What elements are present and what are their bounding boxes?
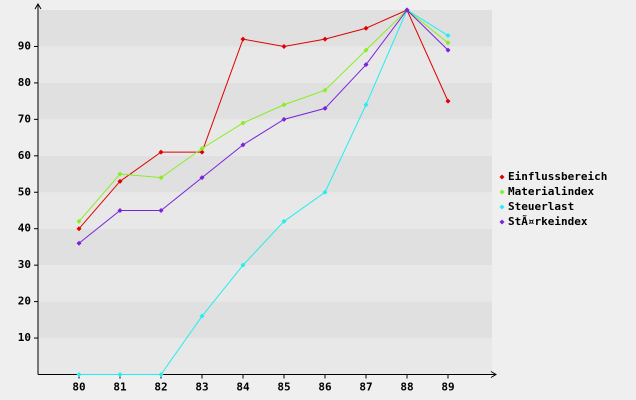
band <box>38 82 492 120</box>
series-line <box>78 9 449 222</box>
point <box>445 47 451 53</box>
x-axis-arrow <box>490 371 497 378</box>
band <box>38 192 492 229</box>
point <box>322 36 328 42</box>
point <box>363 62 369 68</box>
point <box>76 218 82 224</box>
point <box>281 102 287 108</box>
x-tick-label: 85 <box>277 381 290 394</box>
band <box>38 301 492 339</box>
series-line <box>79 9 449 375</box>
point <box>199 313 205 319</box>
point <box>76 240 82 246</box>
point <box>240 142 246 148</box>
point <box>158 372 164 377</box>
band <box>38 46 492 83</box>
point <box>158 149 164 155</box>
legend-marker <box>499 219 505 225</box>
y-tick-label: 30 <box>18 258 31 271</box>
legend-label: Einflussbereich <box>508 170 607 183</box>
band <box>38 155 492 193</box>
legend-label: Steuerlast <box>508 200 574 213</box>
band <box>38 228 492 266</box>
point <box>117 372 123 377</box>
point <box>363 47 369 53</box>
point <box>281 116 287 122</box>
point <box>322 105 328 111</box>
y-tick-label: 50 <box>18 185 31 198</box>
point <box>363 25 369 31</box>
y-tick-label: 20 <box>18 295 31 308</box>
point <box>199 175 205 181</box>
point <box>117 207 123 213</box>
point <box>281 43 287 49</box>
y-tick-label: 70 <box>18 112 31 125</box>
point <box>363 102 369 108</box>
y-tick-label: 10 <box>18 331 31 344</box>
series-line <box>78 9 449 230</box>
legend-marker <box>499 174 505 180</box>
x-tick-label: 83 <box>195 381 208 394</box>
point <box>322 189 328 195</box>
point <box>76 226 82 232</box>
y-tick-label: 40 <box>18 222 31 235</box>
y-axis-arrow <box>34 3 42 10</box>
x-tick-label: 87 <box>359 381 372 394</box>
legend-marker <box>499 189 505 195</box>
point <box>445 40 451 46</box>
point <box>199 146 205 152</box>
point <box>240 262 246 268</box>
legend-label: StÃ¤rkeindex <box>508 215 588 228</box>
x-tick-label: 89 <box>441 381 454 394</box>
point <box>117 178 123 184</box>
point <box>240 36 246 42</box>
x-tick-label: 80 <box>72 381 85 394</box>
point <box>117 171 123 177</box>
point <box>158 207 164 213</box>
point <box>76 372 82 377</box>
legend-marker <box>499 204 505 210</box>
x-tick-label: 82 <box>154 381 167 394</box>
point <box>158 175 164 181</box>
legend-label: Materialindex <box>508 185 594 198</box>
band <box>38 119 492 156</box>
point <box>199 149 205 155</box>
y-tick-label: 80 <box>18 76 31 89</box>
band <box>38 338 492 375</box>
x-tick-label: 81 <box>113 381 127 394</box>
x-tick-label: 88 <box>400 381 413 394</box>
x-tick-label: 86 <box>318 381 332 394</box>
y-tick-label: 60 <box>18 149 31 162</box>
band <box>38 265 492 302</box>
point <box>445 98 451 104</box>
series-line <box>78 9 449 244</box>
band <box>38 10 492 47</box>
point <box>404 7 410 13</box>
x-tick-label: 84 <box>236 381 250 394</box>
point <box>445 33 451 39</box>
y-tick-label: 90 <box>18 39 31 52</box>
point <box>281 218 287 224</box>
point <box>322 87 328 93</box>
point <box>240 120 246 126</box>
